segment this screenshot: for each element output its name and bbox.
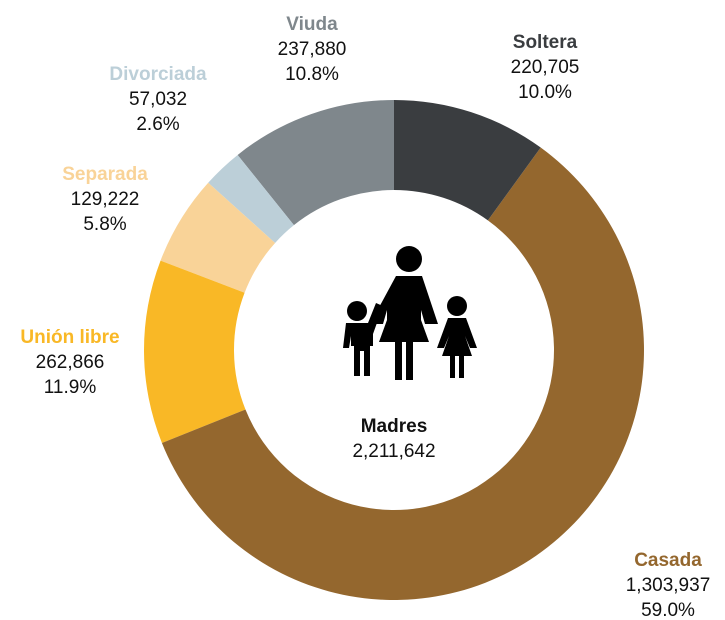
slice-name: Unión libre (20, 327, 119, 348)
slice-value: 57,032 (129, 89, 187, 110)
family-icon (343, 246, 477, 380)
slice-percent: 5.8% (83, 214, 126, 235)
donut-slice (237, 100, 394, 226)
slice-value: 220,705 (511, 57, 580, 78)
slice-name: Divorciada (109, 64, 207, 85)
slice-percent: 10.8% (285, 64, 339, 85)
center-label: Madres (361, 416, 428, 437)
donut-slice (208, 154, 294, 243)
slice-value: 262,866 (36, 352, 105, 373)
slice-name: Casada (634, 550, 702, 571)
slice-name: Separada (62, 164, 148, 185)
slice-name: Viuda (286, 14, 338, 35)
donut-slice (161, 147, 644, 601)
slice-percent: 2.6% (136, 114, 179, 135)
slice-percent: 59.0% (641, 600, 695, 620)
slice-percent: 10.0% (518, 82, 572, 103)
slice-name: Soltera (513, 32, 578, 53)
donut-slice (160, 182, 276, 293)
slice-percent: 11.9% (44, 377, 97, 398)
donut-slice (394, 100, 541, 221)
slice-value: 129,222 (71, 189, 140, 210)
slice-value: 1,303,937 (626, 575, 711, 596)
total-label: 2,211,642 (352, 441, 435, 462)
donut-slice (143, 260, 246, 443)
slice-value: 237,880 (278, 39, 347, 60)
